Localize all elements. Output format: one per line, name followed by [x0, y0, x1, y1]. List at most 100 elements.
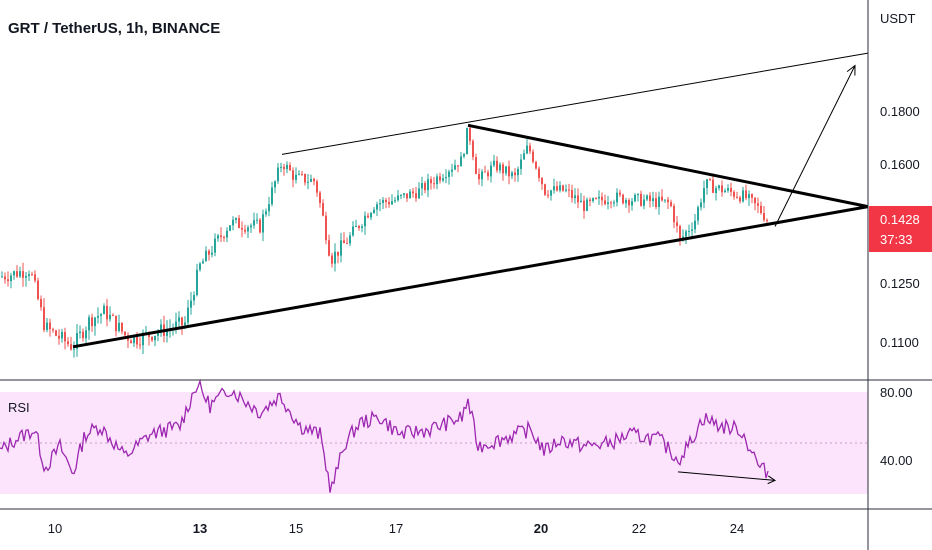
candle [658, 191, 660, 215]
candle [616, 188, 618, 207]
candle [514, 168, 516, 182]
candle [481, 169, 483, 187]
candle [91, 313, 93, 332]
candle [592, 197, 594, 203]
candle [181, 316, 183, 335]
candle [544, 183, 546, 196]
candles [1, 124, 768, 358]
candle [382, 197, 384, 209]
candle [259, 218, 261, 234]
candle [433, 176, 435, 189]
candle [10, 272, 12, 289]
candle [697, 205, 699, 225]
candle [703, 180, 705, 209]
candle [112, 313, 114, 317]
candle [19, 266, 21, 279]
candle [295, 167, 297, 184]
candle [262, 209, 264, 242]
candle [265, 208, 267, 217]
rsi-pane[interactable]: RSI [0, 378, 868, 494]
candle [454, 159, 456, 171]
rsi-tick: 40.00 [880, 453, 913, 468]
candle [493, 154, 495, 168]
candle [457, 165, 459, 173]
candle [586, 197, 588, 212]
candle [244, 224, 246, 234]
candle [220, 227, 222, 243]
candle [4, 272, 6, 284]
price-axis[interactable]: USDT 0.1800 0.1600 0.1250 0.1100 0.1428 … [869, 11, 932, 350]
time-tick: 13 [193, 521, 207, 536]
candle [628, 198, 630, 213]
candle [475, 153, 477, 175]
candle [364, 211, 366, 235]
candle [583, 195, 585, 219]
chart-title: GRT / TetherUS, 1h, BINANCE [8, 20, 220, 37]
time-tick: 17 [389, 521, 403, 536]
candle [286, 161, 288, 174]
time-axis[interactable]: 10 13 15 17 20 22 24 [48, 521, 744, 536]
candle [430, 176, 432, 190]
candle [193, 291, 195, 306]
price-tick: 0.1600 [880, 157, 920, 172]
candle [532, 149, 534, 164]
candle [370, 211, 372, 221]
candle [190, 291, 192, 315]
time-tick: 20 [534, 521, 548, 536]
candle [472, 139, 474, 161]
candle [61, 328, 63, 343]
candle [595, 197, 597, 200]
candle [709, 177, 711, 181]
candle [538, 166, 540, 182]
candle [391, 194, 393, 206]
candle [37, 277, 39, 301]
candle [238, 215, 240, 229]
candle [445, 169, 447, 184]
candle [436, 173, 438, 190]
candle [211, 246, 213, 258]
candle [304, 173, 306, 186]
candle [424, 180, 426, 194]
candle [418, 182, 420, 199]
candle [310, 174, 312, 183]
candle [604, 194, 606, 206]
candle [724, 188, 726, 193]
candle [646, 194, 648, 202]
candle [487, 169, 489, 181]
candle [607, 195, 609, 210]
candle [547, 190, 549, 199]
candle [640, 190, 642, 207]
candle [505, 166, 507, 176]
candle [352, 221, 354, 237]
price-pane[interactable] [1, 52, 869, 358]
candle [448, 169, 450, 185]
candle [130, 338, 132, 344]
candle [469, 124, 471, 145]
candle [622, 193, 624, 205]
candle [748, 190, 750, 206]
candle [160, 319, 162, 337]
candle [256, 213, 258, 224]
candle [700, 198, 702, 211]
candle [601, 192, 603, 206]
candle [613, 199, 615, 207]
candle [535, 160, 537, 170]
candle [367, 212, 369, 219]
candle [694, 214, 696, 234]
candle [589, 197, 591, 207]
candle [643, 194, 645, 210]
candle [235, 217, 237, 224]
rsi-axis[interactable]: 80.00 40.00 [880, 385, 913, 468]
candle [739, 195, 741, 204]
price-tick: 0.1100 [880, 335, 919, 350]
candle [16, 265, 18, 278]
price-tick: 0.1800 [880, 104, 920, 119]
candle [397, 189, 399, 202]
candle [412, 188, 414, 198]
candle [745, 184, 747, 201]
candle [499, 162, 501, 174]
candle [736, 191, 738, 199]
candle [70, 336, 72, 351]
candle [556, 181, 558, 192]
